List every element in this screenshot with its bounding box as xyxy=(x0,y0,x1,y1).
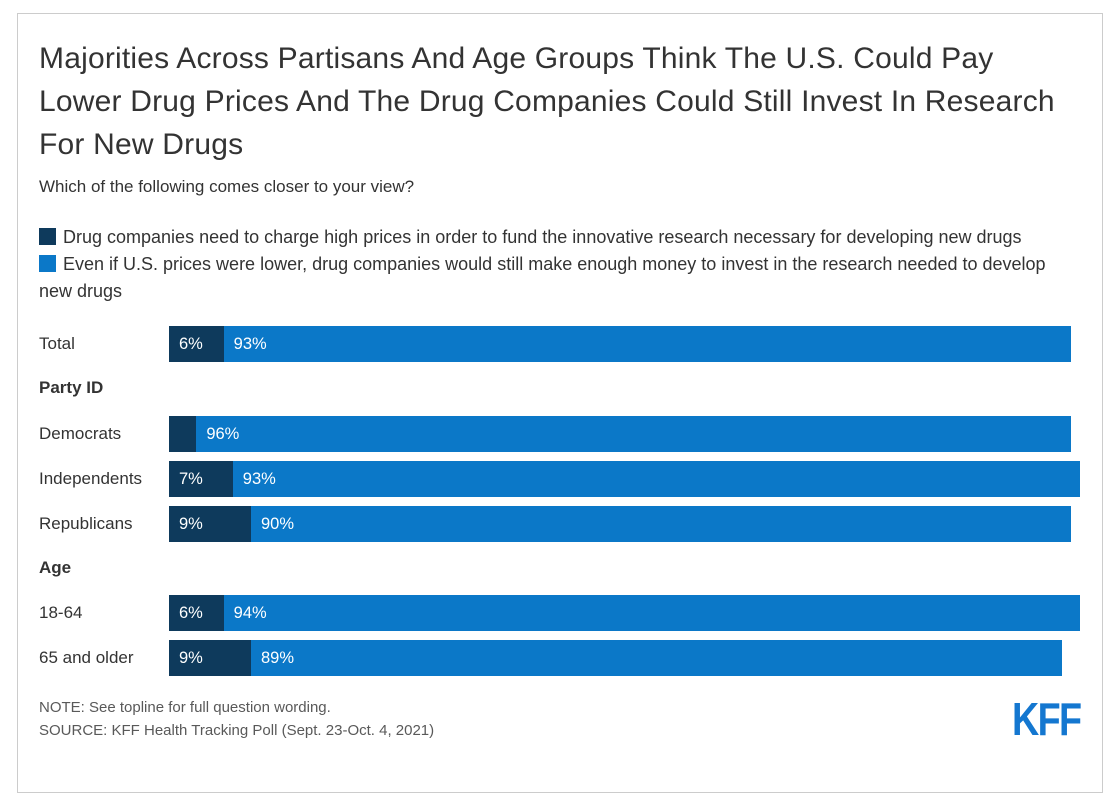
bar-row: Independents 7% 93% xyxy=(39,461,1080,497)
bar-segment-light: 90% xyxy=(250,506,1071,542)
bar-track: 96% xyxy=(169,416,1080,452)
bar-segment-light: 93% xyxy=(223,326,1071,362)
bar-segment-dark xyxy=(169,416,197,452)
bar-track: 6% 94% xyxy=(169,595,1080,631)
bar-row: Total 6% 93% xyxy=(39,326,1080,362)
bar-row: 65 and older 9% 89% xyxy=(39,640,1080,676)
bar-track: 9% 89% xyxy=(169,640,1080,676)
bar-row: Democrats 96% xyxy=(39,416,1080,452)
bar-segment-light: 89% xyxy=(250,640,1062,676)
note-text: NOTE: See topline for full question word… xyxy=(39,699,331,716)
bar-row: Republicans 9% 90% xyxy=(39,506,1080,542)
row-label: 65 and older xyxy=(39,648,134,667)
bar-track: 9% 90% xyxy=(169,506,1080,542)
page-title: Majorities Across Partisans And Age Grou… xyxy=(39,42,1055,161)
bar-segment-dark: 7% xyxy=(169,461,233,497)
footnotes: NOTE: See topline for full question word… xyxy=(39,696,434,742)
bar-segment-light: 93% xyxy=(232,461,1080,497)
footer: NOTE: See topline for full question word… xyxy=(39,693,1082,745)
row-label: Republicans xyxy=(39,514,133,533)
row-label: Independents xyxy=(39,469,143,488)
stacked-bar-chart: Total 6% 93% Party ID Democrats 96% Independen… xyxy=(39,326,1080,676)
legend-label: Even if U.S. prices were lower, drug com… xyxy=(39,254,1046,301)
bar-segment-light: 94% xyxy=(223,595,1080,631)
section-header: Party ID xyxy=(39,378,104,397)
source-text: SOURCE: KFF Health Tracking Poll (Sept. … xyxy=(39,722,435,739)
kff-logo: KFF xyxy=(1011,693,1082,745)
row-label: Democrats xyxy=(39,424,122,443)
legend-label: Drug companies need to charge high price… xyxy=(63,227,1022,247)
row-label: Total xyxy=(39,334,75,353)
chart-card: Majorities Across Partisans And Age Grou… xyxy=(17,13,1103,793)
bar-row: 18-64 6% 94% xyxy=(39,595,1080,631)
bar-segment-light: 96% xyxy=(196,416,1071,452)
section-header: Age xyxy=(39,558,72,577)
bar-segment-dark: 6% xyxy=(169,595,224,631)
legend: Drug companies need to charge high price… xyxy=(39,224,1080,305)
chart-subtitle: Which of the following comes closer to y… xyxy=(39,177,415,196)
row-label: 18-64 xyxy=(39,603,83,622)
bar-segment-dark: 9% xyxy=(169,506,251,542)
bar-segment-dark: 9% xyxy=(169,640,251,676)
legend-swatch-icon xyxy=(39,228,56,245)
legend-item: Even if U.S. prices were lower, drug com… xyxy=(39,251,1080,305)
bar-track: 6% 93% xyxy=(169,326,1080,362)
legend-swatch-icon xyxy=(39,255,56,272)
bar-segment-dark: 6% xyxy=(169,326,224,362)
bar-track: 7% 93% xyxy=(169,461,1080,497)
legend-item: Drug companies need to charge high price… xyxy=(39,224,1080,251)
